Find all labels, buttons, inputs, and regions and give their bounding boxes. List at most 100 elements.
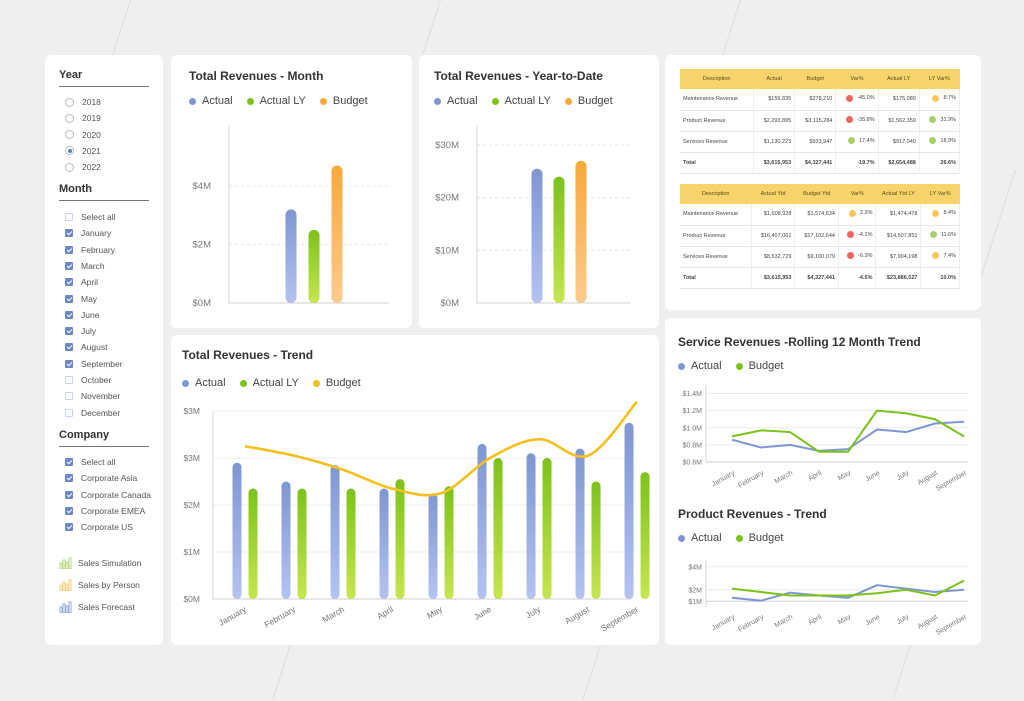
legend-actual-ly[interactable]: Actual LY [491, 95, 551, 107]
checkbox[interactable] [65, 327, 73, 336]
icon-bar [62, 559, 66, 569]
bar-actual [531, 168, 543, 303]
table-cell: $1,608,928 [751, 204, 796, 226]
checkbox[interactable] [65, 343, 73, 352]
x-tick-label: June [864, 614, 881, 628]
company-option-corporate-asia[interactable]: Corporate Asia [65, 472, 137, 484]
checkbox[interactable] [65, 245, 73, 254]
bar-actual-ly [444, 486, 454, 599]
checkbox[interactable] [65, 458, 73, 466]
legend-dot [246, 97, 254, 105]
month-option-june[interactable]: June [65, 309, 99, 321]
checkbox[interactable] [65, 278, 73, 287]
legend-label: Budget [748, 360, 784, 372]
company-option-corporate-us[interactable]: Corporate US [65, 521, 133, 533]
variance-value: 7.4% [932, 252, 956, 259]
checkbox[interactable] [65, 523, 73, 532]
table-row: Services Revenue $1,130,223 $933,947 17.4% $… [680, 131, 961, 153]
y-tick-label: $0M [441, 298, 460, 309]
month-option-select-all[interactable]: Select all [65, 211, 116, 223]
icon-bar [62, 603, 66, 613]
legend-budget[interactable]: Budget [735, 360, 784, 372]
radio-button[interactable] [65, 97, 74, 107]
bar-actual [281, 481, 291, 599]
option-label: Select all [81, 212, 116, 222]
legend-label: Budget [577, 95, 613, 107]
link-sales-simulation[interactable]: Sales Simulation [59, 557, 141, 569]
icon-bar [68, 601, 72, 613]
legend-label: Actual LY [504, 95, 551, 107]
month-option-october[interactable]: October [65, 374, 111, 386]
legend-actual-ly[interactable]: Actual LY [239, 377, 299, 389]
legend-dot [678, 362, 685, 370]
month-option-november[interactable]: November [65, 390, 120, 402]
month-option-february[interactable]: February [65, 244, 115, 256]
month-option-september[interactable]: September [65, 358, 123, 370]
background-line [721, 0, 741, 58]
checkbox[interactable] [65, 490, 73, 499]
checkbox[interactable] [65, 213, 73, 221]
radio-button[interactable] [65, 130, 74, 140]
legend-budget[interactable]: Budget [564, 95, 613, 107]
legend-budget[interactable]: Budget [319, 95, 368, 107]
checkbox[interactable] [65, 474, 73, 483]
legend-actual-ly[interactable]: Actual LY [246, 95, 306, 107]
radio-button[interactable] [65, 113, 74, 123]
table-cell: $3,615,953 [753, 152, 796, 174]
table-cell: Services Revenue [680, 246, 752, 268]
checkbox[interactable] [65, 392, 73, 401]
legend-actual[interactable]: Actual [189, 95, 233, 107]
checkbox[interactable] [65, 229, 73, 238]
option-label: June [81, 309, 100, 320]
company-option-corporate-canada[interactable]: Corporate Canada [65, 489, 151, 501]
company-option-corporate-emea[interactable]: Corporate EMEA [65, 505, 145, 517]
month-option-april[interactable]: April [65, 276, 98, 288]
year-option-2019[interactable]: 2019 [65, 112, 101, 124]
month-option-may[interactable]: May [65, 293, 97, 305]
x-tick-label: July [896, 613, 911, 626]
legend-budget[interactable]: Budget [735, 532, 783, 544]
table-cell: $2,654,488 [878, 152, 920, 174]
month-option-march[interactable]: March [65, 260, 105, 272]
checkbox[interactable] [65, 261, 73, 270]
month-option-january[interactable]: January [65, 227, 111, 239]
year-option-2018[interactable]: 2018 [65, 96, 101, 108]
table-cell: $2,293,895 [753, 110, 796, 132]
y-tick-label: $2M [688, 587, 702, 594]
variance-text: 18.9% [940, 137, 956, 144]
checkbox[interactable] [65, 408, 73, 417]
checkbox[interactable] [65, 294, 73, 303]
legend-actual[interactable]: Actual [678, 360, 722, 372]
legend-budget[interactable]: Budget [312, 377, 361, 389]
table-cell: Product Revenue [680, 225, 752, 247]
year-option-2022[interactable]: 2022 [65, 161, 101, 173]
month-option-august[interactable]: August [65, 341, 107, 353]
month-option-december[interactable]: December [65, 407, 120, 419]
link-sales-by-person[interactable]: Sales by Person [59, 579, 140, 591]
legend-dot [491, 97, 499, 105]
table-cell: 8.7% [919, 89, 961, 111]
checkbox[interactable] [65, 506, 73, 515]
legend-label: Budget [325, 377, 361, 389]
y-tick-label: $1.0M [683, 425, 703, 432]
bar-actual-ly [542, 458, 552, 599]
legend-actual[interactable]: Actual [182, 377, 226, 389]
checkbox[interactable] [65, 359, 73, 368]
legend-actual[interactable]: Actual [434, 95, 478, 107]
option-label: July [81, 326, 97, 337]
table-cell: $7,904,198 [875, 246, 922, 268]
radio-button[interactable] [65, 162, 74, 172]
link-sales-forecast[interactable]: Sales Forecast [59, 601, 135, 613]
checkbox[interactable] [65, 376, 73, 384]
month-option-july[interactable]: July [65, 325, 96, 337]
legend-dot [239, 379, 247, 387]
radio-button[interactable] [65, 146, 74, 156]
y-tick-label: $2M [183, 500, 200, 510]
variance-value: -45.0% [846, 94, 875, 102]
year-option-2020[interactable]: 2020 [65, 129, 101, 141]
legend-actual[interactable]: Actual [678, 532, 722, 544]
company-option-select-all[interactable]: Select all [65, 456, 116, 468]
year-option-2021[interactable]: 2021 [65, 145, 101, 157]
legend-dot [182, 379, 189, 387]
checkbox[interactable] [65, 310, 73, 319]
